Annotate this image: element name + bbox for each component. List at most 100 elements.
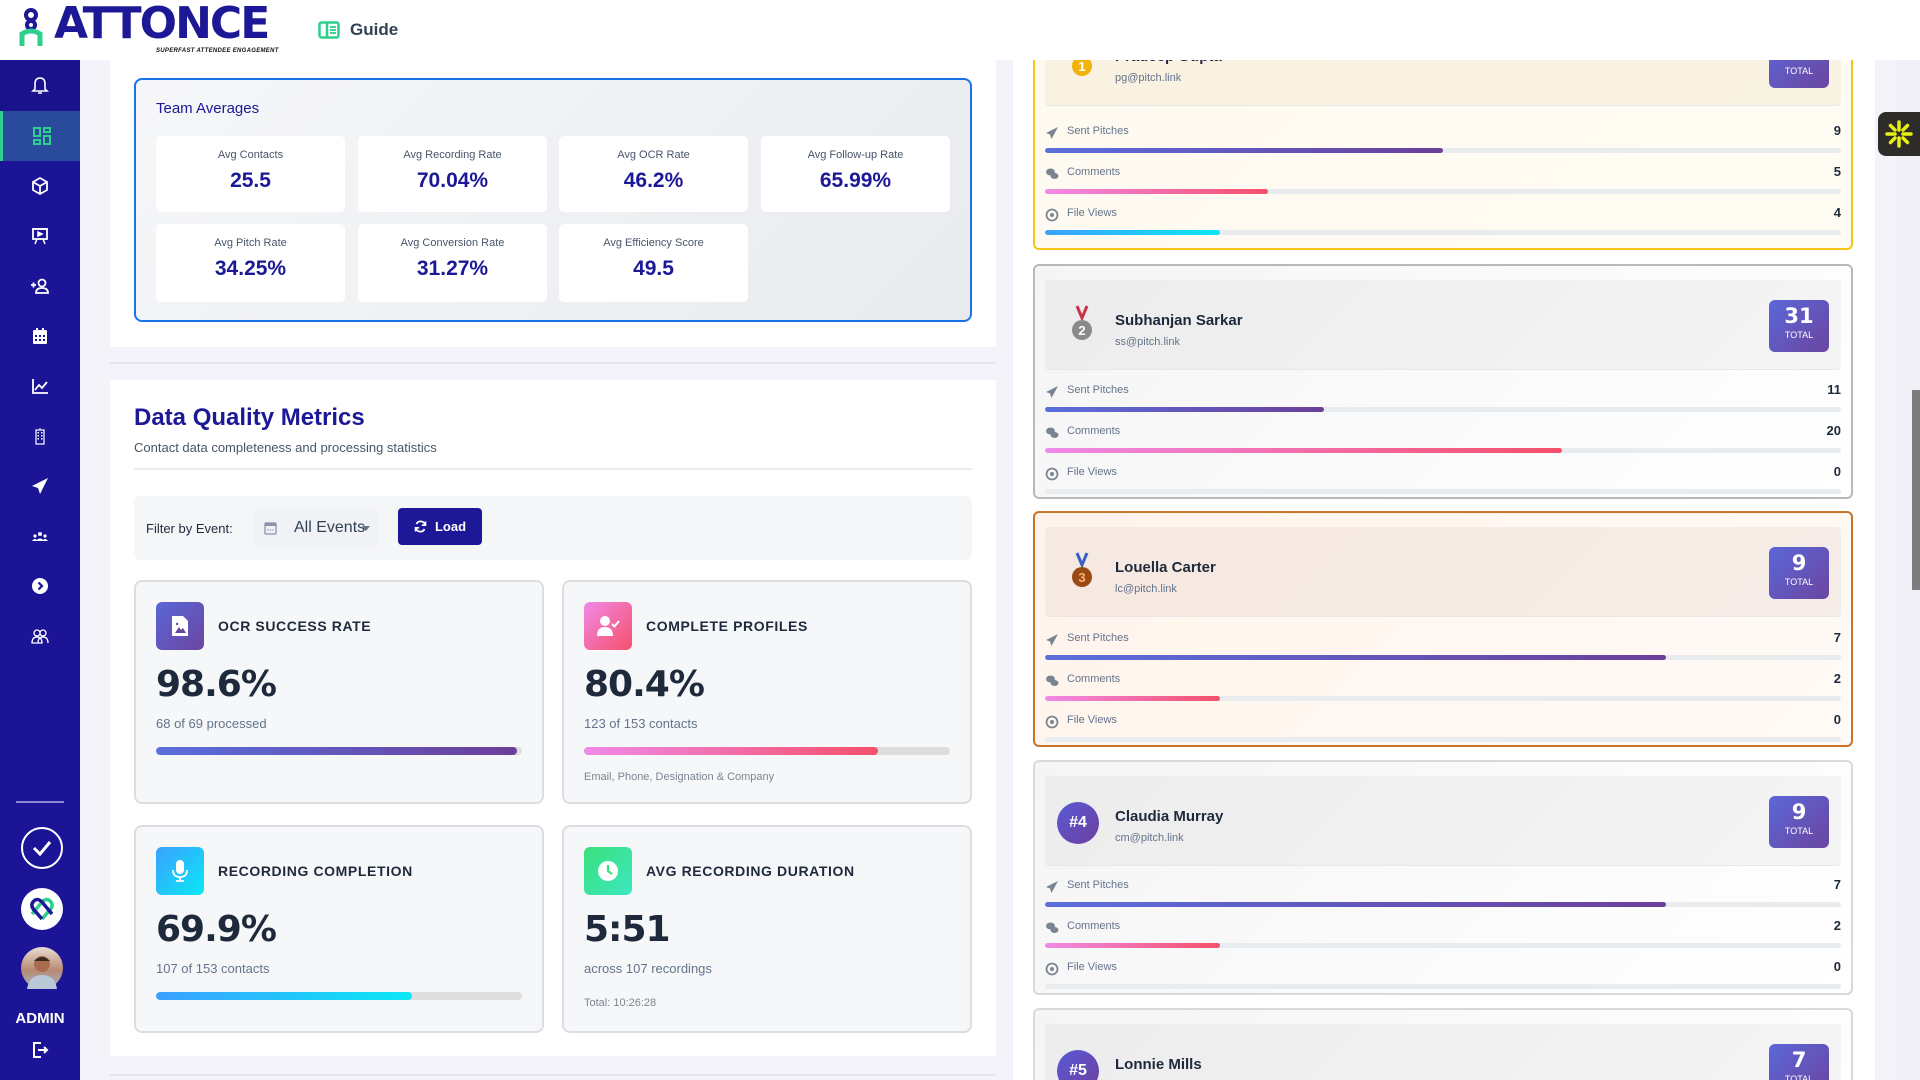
logo-mark-icon <box>19 8 43 46</box>
avg-card-follow-up-rate: Avg Follow-up Rate 65.99% <box>761 136 950 212</box>
microphone-icon <box>156 847 204 895</box>
avg-value: 25.5 <box>230 169 271 192</box>
sidebar-item-dashboard[interactable] <box>0 111 80 161</box>
event-select-value: All Events <box>294 519 366 536</box>
stat-label: File Views <box>1067 961 1117 973</box>
metric-sub: 123 of 153 contacts <box>584 716 698 731</box>
avg-value: 49.5 <box>633 257 674 280</box>
sidebar-item-presentations[interactable] <box>0 211 80 261</box>
complete-profiles-value: 80.4% <box>584 664 705 705</box>
metric-sub: 68 of 69 processed <box>156 716 267 731</box>
sidebar-item-calendar[interactable] <box>0 311 80 361</box>
sidebar-item-team[interactable] <box>0 511 80 561</box>
progress-track <box>1045 189 1841 194</box>
lb-head: 1 Pradeep Gupta pg@pitch.link 18 TOTAL <box>1045 60 1841 106</box>
ocr-progress-bar <box>156 747 522 755</box>
bronze-medal-icon: 3 <box>1072 552 1092 587</box>
leader-email: pg@pitch.link <box>1115 72 1182 84</box>
sidebar-item-groups[interactable] <box>0 611 80 661</box>
guide-link[interactable]: Guide <box>318 20 398 40</box>
avg-card-pitch-rate: Avg Pitch Rate 34.25% <box>156 224 345 302</box>
load-button[interactable]: Load <box>398 508 482 545</box>
progress-fill <box>1045 407 1324 412</box>
metric-title: COMPLETE PROFILES <box>646 618 808 634</box>
avg-label: Avg Pitch Rate <box>214 237 287 249</box>
sidebar-item-products[interactable] <box>0 161 80 211</box>
eye-icon <box>1045 208 1059 222</box>
book-icon <box>318 21 340 39</box>
stat-row-comments: Comments 20 <box>1045 422 1841 456</box>
admin-label: ADMIN <box>15 1010 65 1027</box>
sidebar-item-next[interactable] <box>0 561 80 611</box>
stat-value: 0 <box>1833 464 1841 479</box>
svg-text:3: 3 <box>1078 570 1085 585</box>
app-switcher-button[interactable] <box>21 888 63 930</box>
tasks-check-button[interactable] <box>21 827 63 869</box>
metric-note2: Total: 10:26:28 <box>584 997 657 1009</box>
stat-label: Sent Pitches <box>1067 125 1129 137</box>
total-value: 9 <box>1791 551 1807 575</box>
scrollbar-thumb[interactable] <box>1912 390 1920 590</box>
progress-track <box>1045 696 1841 701</box>
avg-card-recording-rate: Avg Recording Rate 70.04% <box>358 136 547 212</box>
progress-fill <box>1045 230 1221 235</box>
avg-value: 31.27% <box>416 257 489 280</box>
progress-fill <box>1045 655 1666 660</box>
stat-row-comments: Comments 2 <box>1045 670 1841 704</box>
leaderboard-card: 2 Subhanjan Sarkar ss@pitch.link 31 TOTAL… <box>1033 264 1853 499</box>
leader-email: ss@pitch.link <box>1115 336 1180 348</box>
team-averages-panel: Team Averages Avg Contacts 25.5 Avg Reco… <box>110 60 996 347</box>
progress-track <box>1045 737 1841 742</box>
progress-fill <box>156 747 517 755</box>
avg-value: 46.2% <box>623 169 684 192</box>
stat-label: Sent Pitches <box>1067 632 1129 644</box>
stat-row-views: File Views 0 <box>1045 463 1841 497</box>
floating-widget-button[interactable] <box>1878 112 1920 156</box>
avg-card-ocr-rate: Avg OCR Rate 46.2% <box>559 136 748 212</box>
stat-row-pitches: Sent Pitches 9 <box>1045 122 1841 156</box>
stat-value: 7 <box>1833 877 1841 892</box>
stat-label: Comments <box>1067 425 1121 437</box>
total-value: 18 <box>1769 60 1829 64</box>
progress-track <box>1045 448 1841 453</box>
rank-badge: #5 <box>1057 1050 1099 1080</box>
total-badge: 9 TOTAL <box>1769 796 1829 848</box>
team-averages-box: Team Averages Avg Contacts 25.5 Avg Reco… <box>134 78 972 322</box>
caret-down-icon <box>362 526 370 531</box>
top-header: ATTONCE SUPERFAST ATTENDEE ENGAGEMENT Gu… <box>0 0 1920 60</box>
sidebar-item-building[interactable] <box>0 411 80 461</box>
filter-label: Filter by Event: <box>146 521 233 536</box>
comments-icon <box>1046 922 1059 933</box>
event-select[interactable]: All Events <box>254 508 378 548</box>
lb-head: 2 Subhanjan Sarkar ss@pitch.link 31 TOTAL <box>1045 280 1841 370</box>
sidebar-item-notifications[interactable] <box>0 61 80 111</box>
event-filter-bar: Filter by Event: All Events Load <box>134 496 972 560</box>
attonce-logo[interactable]: ATTONCE SUPERFAST ATTENDEE ENGAGEMENT <box>18 0 280 56</box>
user-check-icon <box>584 602 632 650</box>
progress-track <box>1045 407 1841 412</box>
stat-value: 4 <box>1833 205 1841 220</box>
stat-value: 20 <box>1826 423 1841 438</box>
metric-title: OCR SUCCESS RATE <box>218 618 372 634</box>
stat-label: File Views <box>1067 714 1117 726</box>
avg-label: Avg Conversion Rate <box>400 237 505 249</box>
sidebar-item-analytics[interactable] <box>0 361 80 411</box>
stat-row-views: File Views 4 <box>1045 204 1841 238</box>
stat-row-pitches: Sent Pitches 11 <box>1045 381 1841 415</box>
comments-icon <box>1046 168 1059 179</box>
stat-row-comments: Comments 5 <box>1045 163 1841 197</box>
progress-track <box>1045 148 1841 153</box>
sidebar-item-add-contact[interactable] <box>0 261 80 311</box>
sidebar-item-send[interactable] <box>0 461 80 511</box>
logo-text: ATTONCE <box>54 0 270 49</box>
data-quality-subtitle: Contact data completeness and processing… <box>134 440 437 455</box>
total-label: TOTAL <box>1784 826 1814 836</box>
chevron-circle-right-icon <box>32 578 48 594</box>
logout-button[interactable] <box>0 1030 80 1070</box>
avg-label: Avg Follow-up Rate <box>807 149 904 161</box>
avg-label: Avg Contacts <box>217 149 284 161</box>
total-badge: 9 TOTAL <box>1769 547 1829 599</box>
stat-label: Sent Pitches <box>1067 384 1129 396</box>
total-label: TOTAL <box>1784 66 1814 76</box>
user-avatar[interactable] <box>21 947 63 989</box>
